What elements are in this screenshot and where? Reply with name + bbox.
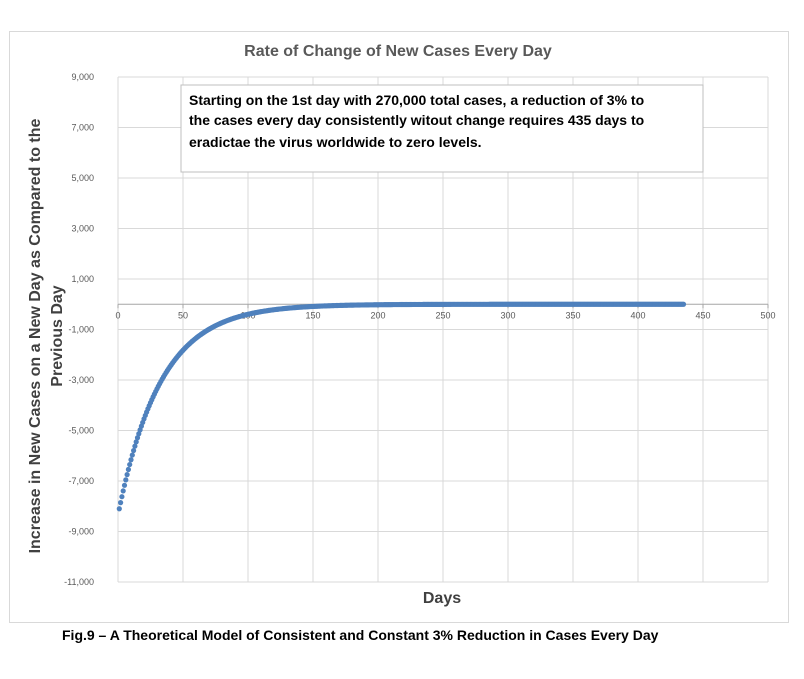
y-tick-label: 3,000 [71,224,94,234]
data-point [127,461,133,468]
x-tick-label: 50 [178,310,188,320]
tick-labels: 9,000 7,000 5,000 3,000 1,000 -1,000 -3,000 -5,… [64,72,775,587]
y-tick-label: -1,000 [68,325,94,335]
data-point [125,466,131,473]
x-tick-label: 250 [435,310,450,320]
x-tick-label: 350 [565,310,580,320]
x-tick-label: 400 [630,310,645,320]
y-tick-label: 5,000 [71,173,94,183]
annotation-line-2: the cases every day consistently witout … [189,112,644,128]
y-tick-label: -11,000 [64,577,94,587]
figure-caption: Fig.9 – A Theoretical Model of Consisten… [62,627,659,643]
data-point [119,494,125,500]
data-point [124,472,130,478]
data-points [116,301,687,512]
x-tick-label: 0 [115,310,120,320]
data-point [133,439,139,445]
data-point [121,482,128,488]
annotation-line-1: Starting on the 1st day with 270,000 tot… [189,92,644,108]
y-tick-label: 7,000 [71,123,94,133]
data-point [123,477,129,483]
y-axis-label-line-1: Increase in New Cases on a New Day as Co… [27,118,44,553]
y-axis-label-line-2: Previous Day [49,285,66,386]
x-axis-label: Days [423,590,461,607]
y-tick-label: -9,000 [68,527,94,537]
x-tick-label: 200 [370,310,385,320]
gridlines [117,76,769,583]
x-tick-label: 150 [305,310,320,320]
data-point [134,435,141,441]
data-point [116,506,122,512]
chart-frame: 9,000 7,000 5,000 3,000 1,000 -1,000 -3,000 -5,… [9,31,789,623]
y-tick-label: -5,000 [68,426,94,436]
data-point [120,488,126,494]
data-point [131,447,137,454]
data-point [680,301,687,307]
y-tick-label: 9,000 [71,72,94,82]
chart-svg: 9,000 7,000 5,000 3,000 1,000 -1,000 -3,000 -5,… [27,43,776,607]
data-point [128,457,134,463]
data-point [132,443,138,449]
annotation-box-border [180,84,704,173]
annotation-line-3: eradictae the virus worldwide to zero le… [189,134,482,150]
chart-title: Rate of Change of New Cases Every Day [244,43,552,60]
x-tick-label: 500 [760,310,775,320]
data-point [129,452,135,458]
x-tick-label: 450 [695,310,710,320]
y-tick-label: 1,000 [71,274,94,284]
data-point [118,500,124,506]
x-tick-label: 300 [500,310,515,320]
y-tick-label: -7,000 [68,476,94,486]
annotation-box: Starting on the 1st day with 270,000 tot… [180,84,704,173]
y-tick-label: -3,000 [68,375,94,385]
